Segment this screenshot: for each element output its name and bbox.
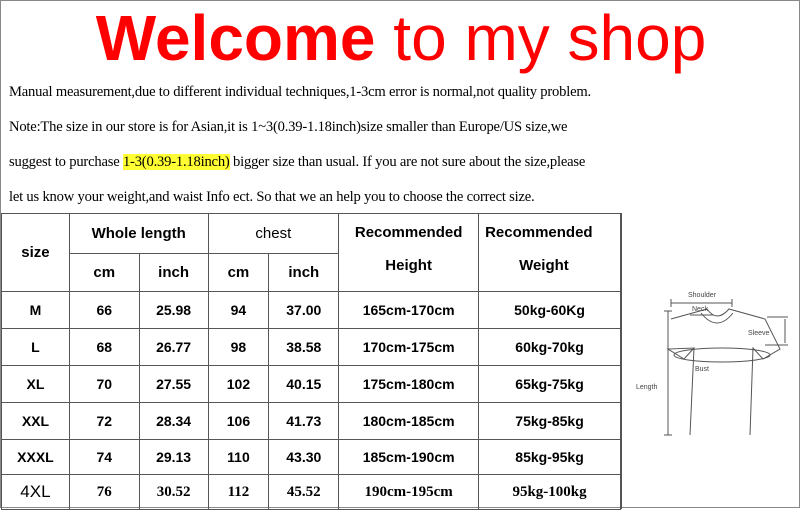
- table-cell: 70: [68, 365, 140, 403]
- table-cell: 76: [68, 474, 140, 510]
- tshirt-diagram: Shoulder Neck Sleeve Bust Length: [621, 213, 800, 509]
- svg-text:Length: Length: [636, 384, 658, 391]
- table-cell: 175cm-180cm: [338, 365, 480, 403]
- header-height: Recommended Height: [338, 213, 480, 292]
- table-cell: L: [1, 328, 70, 366]
- size-table: size Whole length chest Recommended Heigh…: [1, 213, 621, 510]
- table-row: XXXL 74 29.13 110 43.30 185cm-190cm 85kg-95kg: [1, 439, 621, 475]
- highlighted-text: 1-3(0.39-1.18inch): [122, 154, 230, 170]
- table-cell: 72: [68, 402, 140, 440]
- header-chest: chest: [207, 213, 340, 254]
- table-cell: 74: [68, 439, 140, 475]
- table-cell: 106: [207, 402, 270, 440]
- note-line: suggest to purchase 1-3(0.39-1.18inch) b…: [9, 154, 586, 170]
- note-line: let us know your weight,and waist Info e…: [9, 189, 535, 205]
- table-cell: 66: [68, 291, 140, 329]
- header-weight: Recommended Weight: [478, 213, 621, 292]
- table-cell: 94: [207, 291, 270, 329]
- table-cell: 170cm-175cm: [338, 328, 480, 366]
- svg-text:Sleeve: Sleeve: [748, 330, 770, 337]
- table-cell: 75kg-85kg: [478, 402, 621, 440]
- table-cell: 180cm-185cm: [338, 402, 480, 440]
- table-cell: 38.58: [268, 328, 340, 366]
- table-cell: XXL: [1, 402, 70, 440]
- table-cell: XL: [1, 365, 70, 403]
- table-cell: 4XL: [1, 474, 70, 510]
- note-line: Manual measurement,due to different indi…: [9, 84, 591, 100]
- header-inch: inch: [138, 253, 209, 292]
- note-line: Note:The size in our store is for Asian,…: [9, 119, 568, 135]
- header-size: size: [1, 213, 70, 292]
- table-row: XL 70 27.55 102 40.15 175cm-180cm 65kg-75kg: [1, 365, 621, 403]
- table-cell: 65kg-75kg: [478, 365, 621, 403]
- table-cell: 112: [207, 474, 270, 510]
- table-cell: XXXL: [1, 439, 70, 475]
- table-cell: 26.77: [138, 328, 209, 366]
- table-cell: 45.52: [268, 474, 340, 510]
- table-row: M 66 25.98 94 37.00 165cm-170cm 50kg-60Kg: [1, 291, 621, 329]
- header-cm: cm: [207, 253, 270, 292]
- table-cell: 102: [207, 365, 270, 403]
- table-cell: 25.98: [138, 291, 209, 329]
- table-row: XXL 72 28.34 106 41.73 180cm-185cm 75kg-85kg: [1, 402, 621, 440]
- table-cell: 165cm-170cm: [338, 291, 480, 329]
- header-inch: inch: [268, 253, 340, 292]
- table-cell: 30.52: [138, 474, 209, 510]
- table-cell: 60kg-70kg: [478, 328, 621, 366]
- table-cell: 40.15: [268, 365, 340, 403]
- table-cell: 27.55: [138, 365, 209, 403]
- header-length: Whole length: [68, 213, 209, 254]
- table-cell: 50kg-60Kg: [478, 291, 621, 329]
- table-cell: 98: [207, 328, 270, 366]
- table-cell: 29.13: [138, 439, 209, 475]
- table-cell: 110: [207, 439, 270, 475]
- size-notes: Manual measurement,due to different indi…: [9, 77, 799, 217]
- shop-title: Welcome to my shop: [95, 2, 707, 74]
- table-row: 4XL 76 30.52 112 45.52 190cm-195cm 95kg-100kg: [1, 474, 621, 510]
- table-cell: M: [1, 291, 70, 329]
- svg-text:Bust: Bust: [695, 366, 709, 373]
- svg-text:Neck: Neck: [692, 306, 708, 313]
- tshirt-measurement-icon: Shoulder Neck Sleeve Bust Length: [636, 292, 788, 436]
- table-cell: 28.34: [138, 402, 209, 440]
- table-cell: 95kg-100kg: [478, 474, 621, 510]
- table-cell: 43.30: [268, 439, 340, 475]
- table-cell: 185cm-190cm: [338, 439, 480, 475]
- header-cm: cm: [68, 253, 140, 292]
- table-row: L 68 26.77 98 38.58 170cm-175cm 60kg-70kg: [1, 328, 621, 366]
- table-cell: 85kg-95kg: [478, 439, 621, 475]
- table-cell: 41.73: [268, 402, 340, 440]
- table-cell: 68: [68, 328, 140, 366]
- svg-text:Shoulder: Shoulder: [688, 292, 717, 299]
- table-cell: 190cm-195cm: [338, 474, 480, 510]
- table-cell: 37.00: [268, 291, 340, 329]
